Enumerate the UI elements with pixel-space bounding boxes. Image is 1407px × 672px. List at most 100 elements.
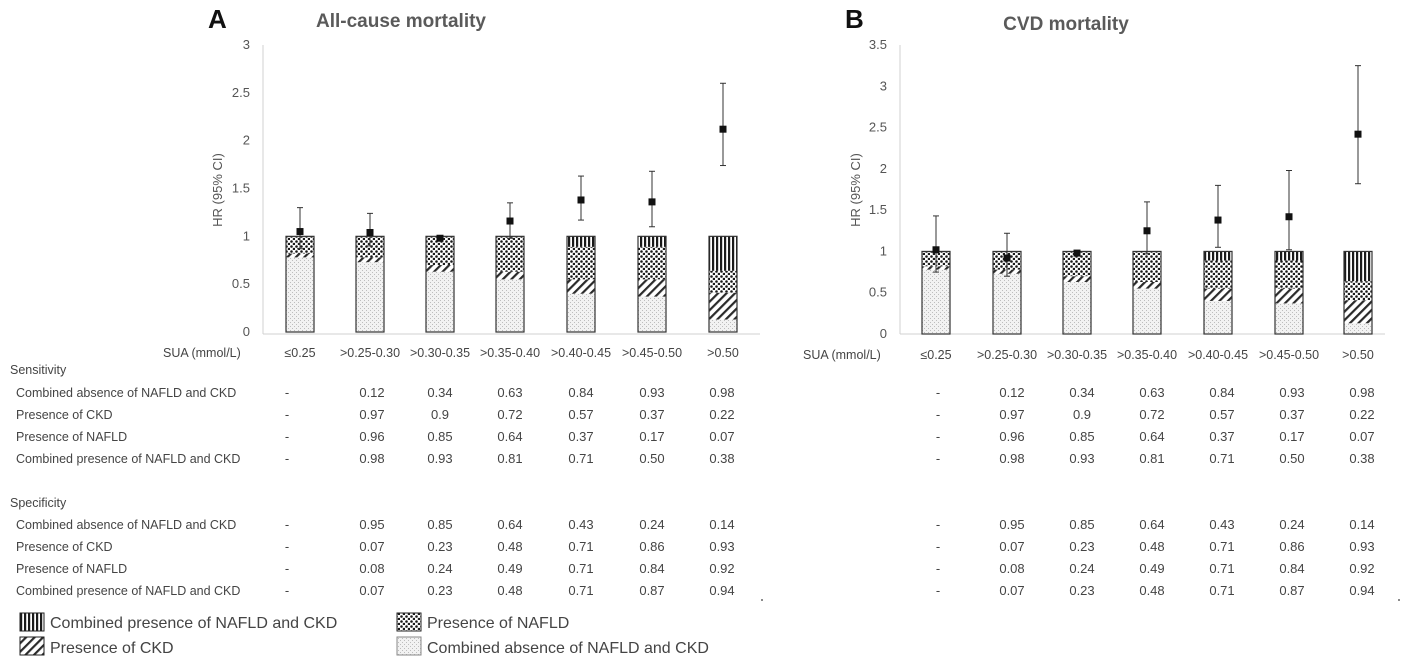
- bar-a-2-ckd: [426, 265, 454, 272]
- specificity-cell-b-1-0: -: [936, 539, 940, 554]
- bar-a-3-absence: [496, 279, 524, 332]
- hr-point-b-2: [1073, 249, 1081, 257]
- specificity-row-label-2: Presence of NAFLD: [16, 562, 127, 576]
- specificity-cell-a-0-6: 0.14: [709, 517, 734, 532]
- sensitivity-cell-a-1-2: 0.9: [431, 407, 449, 422]
- bar-b-1-absence: [993, 273, 1021, 334]
- y-tick-b-6: 3: [880, 78, 887, 93]
- specificity-cell-b-3-0: -: [936, 583, 940, 598]
- sensitivity-cell-a-2-2: 0.85: [427, 429, 452, 444]
- x-category-a-1: >0.25-0.30: [340, 346, 400, 360]
- sensitivity-cell-b-1-2: 0.9: [1073, 407, 1091, 422]
- y-tick-a-5: 2.5: [232, 85, 250, 100]
- bar-b-3-nafld: [1133, 251, 1161, 282]
- specificity-cell-b-3-4: 0.71: [1209, 583, 1234, 598]
- y-tick-a-6: 3: [243, 37, 250, 52]
- specificity-cell-a-2-3: 0.49: [497, 561, 522, 576]
- bar-a-2-absence: [426, 271, 454, 332]
- y-tick-a-2: 1: [243, 228, 250, 243]
- sensitivity-cell-a-3-2: 0.93: [427, 451, 452, 466]
- specificity-cell-a-0-5: 0.24: [639, 517, 664, 532]
- y-tick-a-1: 0.5: [232, 276, 250, 291]
- specificity-cell-b-3-3: 0.48: [1139, 583, 1164, 598]
- stray-dot-left: [761, 599, 763, 601]
- specificity-cell-a-3-6: 0.94: [709, 583, 734, 598]
- sensitivity-row-label-3: Combined presence of NAFLD and CKD: [16, 452, 240, 466]
- specificity-cell-a-2-1: 0.08: [359, 561, 384, 576]
- sensitivity-cell-b-0-6: 0.98: [1349, 385, 1374, 400]
- hr-point-b-3: [1143, 227, 1151, 235]
- sensitivity-cell-b-3-1: 0.98: [999, 451, 1024, 466]
- bar-a-1-ckd: [356, 257, 384, 263]
- bar-a-5-absence: [638, 296, 666, 332]
- sensitivity-cell-a-2-1: 0.96: [359, 429, 384, 444]
- bar-b-5-absence: [1275, 303, 1303, 334]
- sensitivity-cell-a-1-6: 0.22: [709, 407, 734, 422]
- hr-markers-a: [296, 82, 727, 250]
- specificity-cell-a-3-1: 0.07: [359, 583, 384, 598]
- bar-outline-b-4: [1203, 250, 1233, 335]
- specificity-cell-a-3-3: 0.48: [497, 583, 522, 598]
- x-category-b-2: >0.30-0.35: [1047, 348, 1107, 362]
- x-category-a-3: >0.35-0.40: [480, 346, 540, 360]
- specificity-cell-b-2-6: 0.92: [1349, 561, 1374, 576]
- sensitivity-cell-b-2-6: 0.07: [1349, 429, 1374, 444]
- panel-a: A All-cause mortality HR (95% CI) 0 0.5 1 1…: [163, 4, 760, 360]
- hr-point-a-3: [506, 217, 514, 225]
- y-axis-label-a: HR (95% CI): [210, 153, 225, 227]
- x-category-b-1: >0.25-0.30: [977, 348, 1037, 362]
- legend: Combined presence of NAFLD and CKD Prese…: [19, 612, 709, 657]
- specificity-cell-a-2-6: 0.92: [709, 561, 734, 576]
- bar-a-0-absence: [286, 257, 314, 332]
- sensitivity-cell-a-3-6: 0.38: [709, 451, 734, 466]
- hr-point-a-6: [719, 125, 727, 133]
- specificity-cell-a-3-4: 0.71: [568, 583, 593, 598]
- hr-point-a-1: [366, 229, 374, 237]
- panel-b: B CVD mortality HR (95% CI) 0 0.5 1 1.5 2 2.5…: [803, 4, 1385, 362]
- sensitivity-cell-a-1-1: 0.97: [359, 407, 384, 422]
- bar-outline-a-5: [637, 235, 667, 333]
- sensitivity-cell-b-0-0: -: [936, 385, 940, 400]
- specificity-cell-a-2-4: 0.71: [568, 561, 593, 576]
- y-axis-label-b: HR (95% CI): [848, 153, 863, 227]
- sensitivity-cell-a-2-3: 0.64: [497, 429, 522, 444]
- sensitivity-cell-b-0-3: 0.63: [1139, 385, 1164, 400]
- specificity-cell-a-1-6: 0.93: [709, 539, 734, 554]
- panel-letter-b: B: [845, 4, 864, 34]
- sensitivity-cell-a-0-0: -: [285, 385, 289, 400]
- specificity-cell-b-2-1: 0.08: [999, 561, 1024, 576]
- bar-b-6-absence: [1344, 323, 1372, 334]
- bar-b-4-combined-presence: [1204, 251, 1232, 261]
- specificity-cell-b-3-6: 0.94: [1349, 583, 1374, 598]
- specificity-cell-b-2-4: 0.71: [1209, 561, 1234, 576]
- sensitivity-cell-a-0-6: 0.98: [709, 385, 734, 400]
- hr-point-b-5: [1285, 213, 1293, 221]
- sensitivity-cell-b-3-4: 0.71: [1209, 451, 1234, 466]
- sensitivity-cell-a-0-3: 0.63: [497, 385, 522, 400]
- specificity-cell-b-1-4: 0.71: [1209, 539, 1234, 554]
- bar-a-0-ckd: [286, 253, 314, 258]
- bar-a-4-absence: [567, 293, 595, 332]
- sensitivity-cell-b-1-3: 0.72: [1139, 407, 1164, 422]
- bar-a-4-combined-presence: [567, 236, 595, 247]
- bar-outline-b-6: [1343, 250, 1373, 335]
- sensitivity-cell-b-1-6: 0.22: [1349, 407, 1374, 422]
- sensitivity-cell-a-0-1: 0.12: [359, 385, 384, 400]
- sensitivity-cell-b-2-0: -: [936, 429, 940, 444]
- sensitivity-cell-a-2-0: -: [285, 429, 289, 444]
- sensitivity-cell-b-3-0: -: [936, 451, 940, 466]
- sensitivity-cell-b-0-1: 0.12: [999, 385, 1024, 400]
- specificity-cell-b-0-0: -: [936, 517, 940, 532]
- hr-point-a-0: [296, 228, 304, 236]
- bar-b-4-absence: [1204, 300, 1232, 334]
- specificity-cell-b-3-1: 0.07: [999, 583, 1024, 598]
- specificity-cell-b-2-5: 0.84: [1279, 561, 1304, 576]
- y-tick-a-3: 1.5: [232, 181, 250, 196]
- x-category-a-5: >0.45-0.50: [622, 346, 682, 360]
- x-axis-label-a: SUA (mmol/L): [163, 346, 241, 360]
- specificity-cell-b-1-5: 0.86: [1279, 539, 1304, 554]
- specificity-cell-b-2-3: 0.49: [1139, 561, 1164, 576]
- specificity-cell-a-3-5: 0.87: [639, 583, 664, 598]
- specificity-cell-a-2-2: 0.24: [427, 561, 452, 576]
- sensitivity-cell-a-3-4: 0.71: [568, 451, 593, 466]
